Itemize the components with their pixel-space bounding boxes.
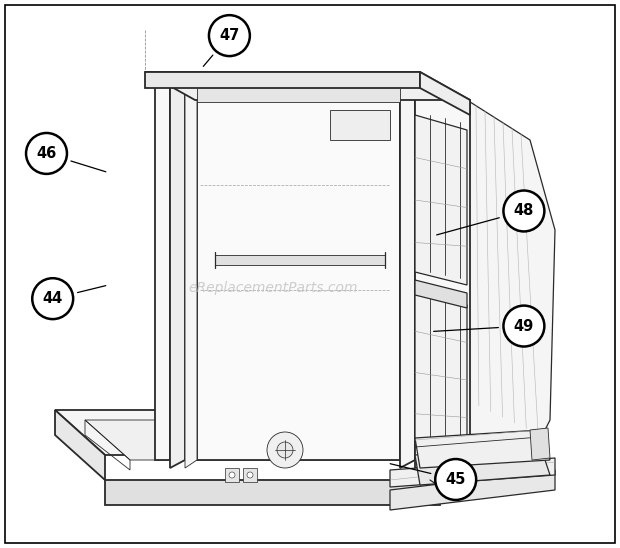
Text: 48: 48: [514, 203, 534, 219]
Circle shape: [277, 442, 293, 458]
Polygon shape: [105, 480, 440, 505]
Polygon shape: [390, 410, 440, 480]
Polygon shape: [145, 72, 170, 80]
Circle shape: [209, 15, 250, 56]
Polygon shape: [145, 72, 420, 88]
Polygon shape: [155, 80, 170, 460]
Polygon shape: [530, 428, 550, 460]
Polygon shape: [170, 72, 185, 468]
Polygon shape: [330, 110, 390, 140]
Circle shape: [503, 191, 544, 231]
Bar: [225, 468, 239, 482]
Polygon shape: [415, 280, 467, 308]
Polygon shape: [415, 445, 550, 485]
Bar: [243, 468, 257, 482]
Circle shape: [229, 472, 235, 478]
Text: eReplacementParts.com: eReplacementParts.com: [188, 281, 358, 295]
Text: 49: 49: [514, 318, 534, 334]
Text: 47: 47: [219, 28, 239, 43]
Polygon shape: [145, 72, 470, 100]
Text: 45: 45: [446, 472, 466, 487]
Polygon shape: [467, 100, 555, 460]
Polygon shape: [215, 255, 385, 265]
Text: 46: 46: [37, 146, 56, 161]
Polygon shape: [197, 88, 400, 102]
Polygon shape: [197, 88, 400, 460]
Polygon shape: [415, 430, 550, 468]
Polygon shape: [55, 410, 440, 455]
Circle shape: [32, 278, 73, 319]
Polygon shape: [55, 410, 105, 480]
Circle shape: [435, 459, 476, 500]
Polygon shape: [400, 80, 415, 468]
Polygon shape: [420, 72, 470, 115]
Polygon shape: [185, 80, 197, 468]
Circle shape: [267, 432, 303, 468]
Polygon shape: [85, 420, 415, 460]
Polygon shape: [415, 290, 467, 455]
Circle shape: [247, 472, 253, 478]
Circle shape: [503, 306, 544, 346]
Text: 44: 44: [43, 291, 63, 306]
Polygon shape: [390, 470, 555, 510]
Circle shape: [26, 133, 67, 174]
Polygon shape: [415, 80, 470, 468]
Polygon shape: [415, 115, 467, 285]
Polygon shape: [400, 80, 430, 88]
Polygon shape: [390, 458, 555, 487]
